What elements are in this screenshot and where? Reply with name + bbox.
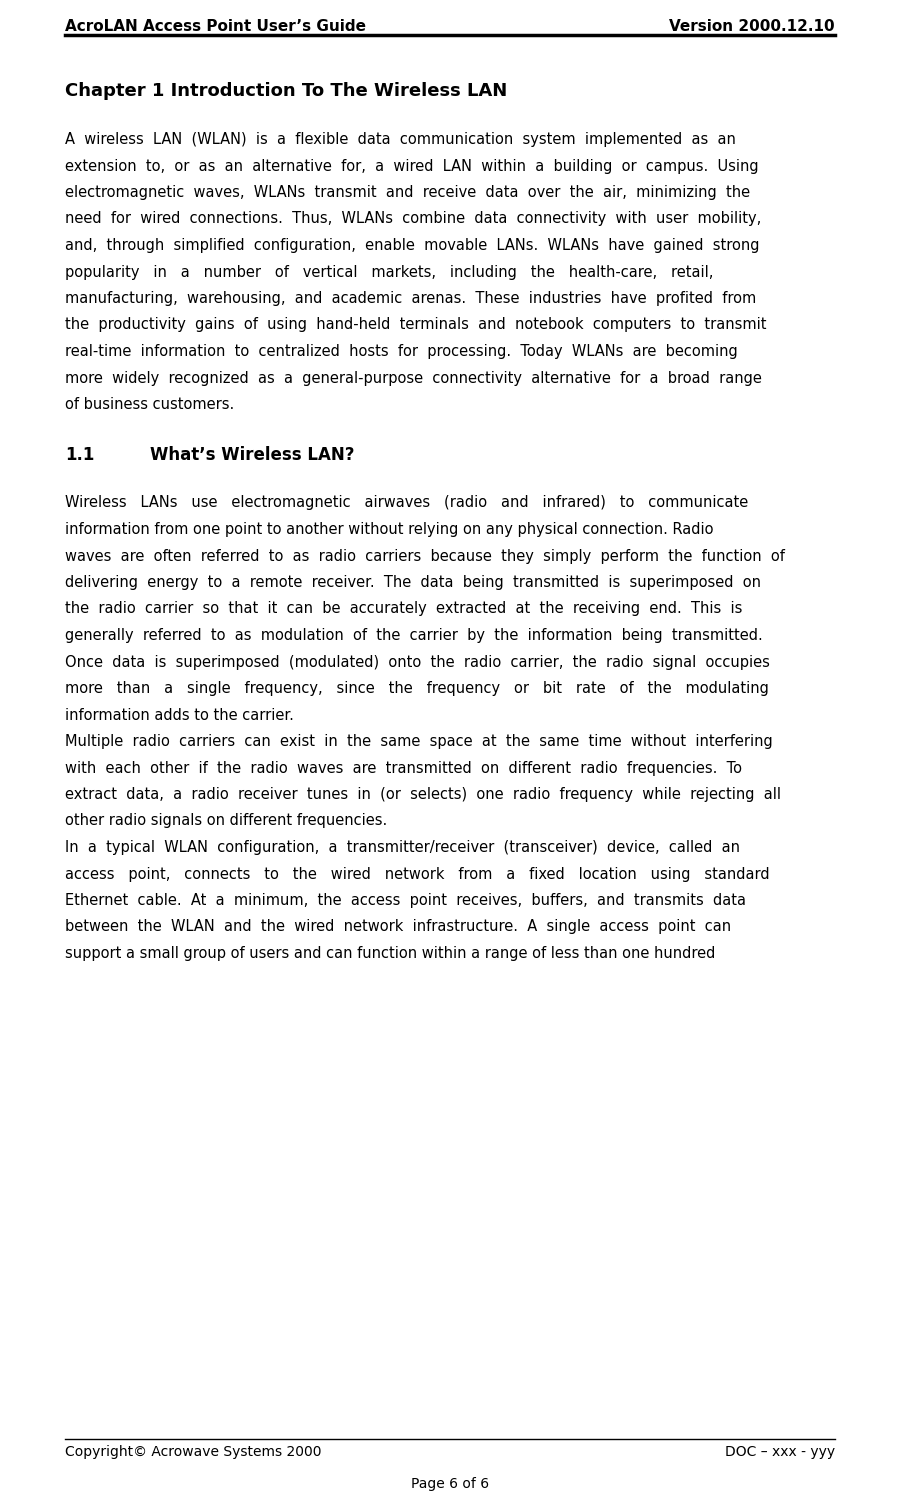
- Text: generally  referred  to  as  modulation  of  the  carrier  by  the  information : generally referred to as modulation of t…: [65, 629, 763, 644]
- Text: Version 2000.12.10: Version 2000.12.10: [670, 19, 835, 34]
- Text: electromagnetic  waves,  WLANs  transmit  and  receive  data  over  the  air,  m: electromagnetic waves, WLANs transmit an…: [65, 186, 750, 201]
- Text: Multiple  radio  carriers  can  exist  in  the  same  space  at  the  same  time: Multiple radio carriers can exist in the…: [65, 734, 773, 748]
- Text: manufacturing,  warehousing,  and  academic  arenas.  These  industries  have  p: manufacturing, warehousing, and academic…: [65, 290, 756, 305]
- Text: and,  through  simplified  configuration,  enable  movable  LANs.  WLANs  have  : and, through simplified configuration, e…: [65, 238, 760, 253]
- Text: the  productivity  gains  of  using  hand-held  terminals  and  notebook  comput: the productivity gains of using hand-hel…: [65, 317, 767, 332]
- Text: Wireless   LANs   use   electromagnetic   airwaves   (radio   and   infrared)   : Wireless LANs use electromagnetic airwav…: [65, 496, 748, 510]
- Text: In  a  typical  WLAN  configuration,  a  transmitter/receiver  (transceiver)  de: In a typical WLAN configuration, a trans…: [65, 840, 740, 855]
- Text: DOC – xxx - yyy: DOC – xxx - yyy: [724, 1445, 835, 1460]
- Text: information from one point to another without relying on any physical connection: information from one point to another wi…: [65, 522, 714, 537]
- Text: extension  to,  or  as  an  alternative  for,  a  wired  LAN  within  a  buildin: extension to, or as an alternative for, …: [65, 159, 759, 174]
- Text: the  radio  carrier  so  that  it  can  be  accurately  extracted  at  the  rece: the radio carrier so that it can be accu…: [65, 602, 742, 617]
- Text: Once  data  is  superimposed  (modulated)  onto  the  radio  carrier,  the  radi: Once data is superimposed (modulated) on…: [65, 654, 770, 669]
- Text: A  wireless  LAN  (WLAN)  is  a  flexible  data  communication  system  implemen: A wireless LAN (WLAN) is a flexible data…: [65, 132, 736, 147]
- Text: AcroLAN Access Point User’s Guide: AcroLAN Access Point User’s Guide: [65, 19, 366, 34]
- Text: Ethernet  cable.  At  a  minimum,  the  access  point  receives,  buffers,  and : Ethernet cable. At a minimum, the access…: [65, 894, 746, 909]
- Text: information adds to the carrier.: information adds to the carrier.: [65, 708, 294, 723]
- Text: What’s Wireless LAN?: What’s Wireless LAN?: [150, 446, 355, 464]
- Text: extract  data,  a  radio  receiver  tunes  in  (or  selects)  one  radio  freque: extract data, a radio receiver tunes in …: [65, 787, 781, 802]
- Text: 1.1: 1.1: [65, 446, 94, 464]
- Text: access   point,   connects   to   the   wired   network   from   a   fixed   loc: access point, connects to the wired netw…: [65, 867, 770, 882]
- Text: more  widely  recognized  as  a  general-purpose  connectivity  alternative  for: more widely recognized as a general-purp…: [65, 370, 762, 386]
- Text: other radio signals on different frequencies.: other radio signals on different frequen…: [65, 813, 387, 828]
- Text: support a small group of users and can function within a range of less than one : support a small group of users and can f…: [65, 946, 716, 961]
- Text: need  for  wired  connections.  Thus,  WLANs  combine  data  connectivity  with : need for wired connections. Thus, WLANs …: [65, 211, 761, 226]
- Text: real-time  information  to  centralized  hosts  for  processing.  Today  WLANs  : real-time information to centralized hos…: [65, 344, 738, 359]
- Text: popularity   in   a   number   of   vertical   markets,   including   the   heal: popularity in a number of vertical marke…: [65, 265, 714, 280]
- Text: Chapter 1 Introduction To The Wireless LAN: Chapter 1 Introduction To The Wireless L…: [65, 82, 508, 100]
- Text: with  each  other  if  the  radio  waves  are  transmitted  on  different  radio: with each other if the radio waves are t…: [65, 760, 742, 775]
- Text: of business customers.: of business customers.: [65, 397, 234, 412]
- Text: Copyright© Acrowave Systems 2000: Copyright© Acrowave Systems 2000: [65, 1445, 321, 1460]
- Text: more   than   a   single   frequency,   since   the   frequency   or   bit   rat: more than a single frequency, since the …: [65, 681, 769, 696]
- Text: waves  are  often  referred  to  as  radio  carriers  because  they  simply  per: waves are often referred to as radio car…: [65, 548, 785, 563]
- Text: between  the  WLAN  and  the  wired  network  infrastructure.  A  single  access: between the WLAN and the wired network i…: [65, 919, 731, 934]
- Text: delivering  energy  to  a  remote  receiver.  The  data  being  transmitted  is : delivering energy to a remote receiver. …: [65, 575, 761, 590]
- Text: Page 6 of 6: Page 6 of 6: [411, 1478, 489, 1491]
